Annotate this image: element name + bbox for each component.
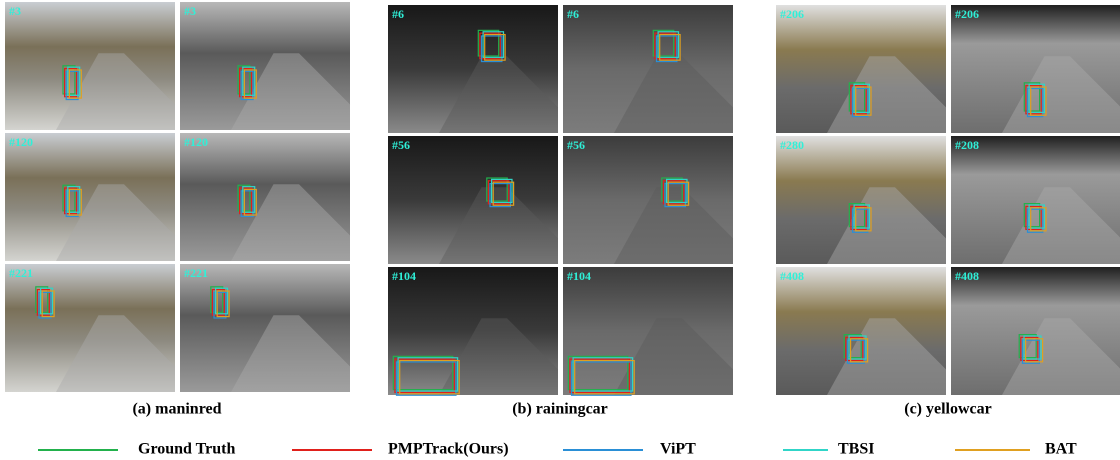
frame-number: #208 <box>955 138 979 152</box>
frame-number: #56 <box>392 138 410 152</box>
frame-number: #206 <box>780 7 804 21</box>
legend-label: ViPT <box>660 441 696 458</box>
caption: (a) maninred <box>132 401 221 418</box>
frame-number: #104 <box>392 269 416 283</box>
frame-number: #56 <box>567 138 585 152</box>
frame-number: #120 <box>184 135 208 149</box>
frame-number: #206 <box>955 7 979 21</box>
frame-number: #408 <box>955 269 979 283</box>
caption: (c) yellowcar <box>904 401 992 418</box>
frame-number: #280 <box>780 138 804 152</box>
frame-number: #221 <box>9 266 33 280</box>
frame-number: #104 <box>567 269 591 283</box>
frame-number: #3 <box>184 4 196 18</box>
legend-label: PMPTrack(Ours) <box>388 441 509 458</box>
figure: #3 #3 #120 #120 #221 #221 (a) maninred #6 #6 #56 #… <box>0 0 1120 460</box>
frame-number: #6 <box>392 7 404 21</box>
frame-number: #120 <box>9 135 33 149</box>
legend-label: Ground Truth <box>138 441 235 458</box>
frame-number: #6 <box>567 7 579 21</box>
legend-label: TBSI <box>838 441 874 458</box>
caption: (b) rainingcar <box>512 401 608 418</box>
frame-number: #221 <box>184 266 208 280</box>
legend-label: BAT <box>1045 441 1077 458</box>
frame-number: #3 <box>9 4 21 18</box>
frame-number: #408 <box>780 269 804 283</box>
